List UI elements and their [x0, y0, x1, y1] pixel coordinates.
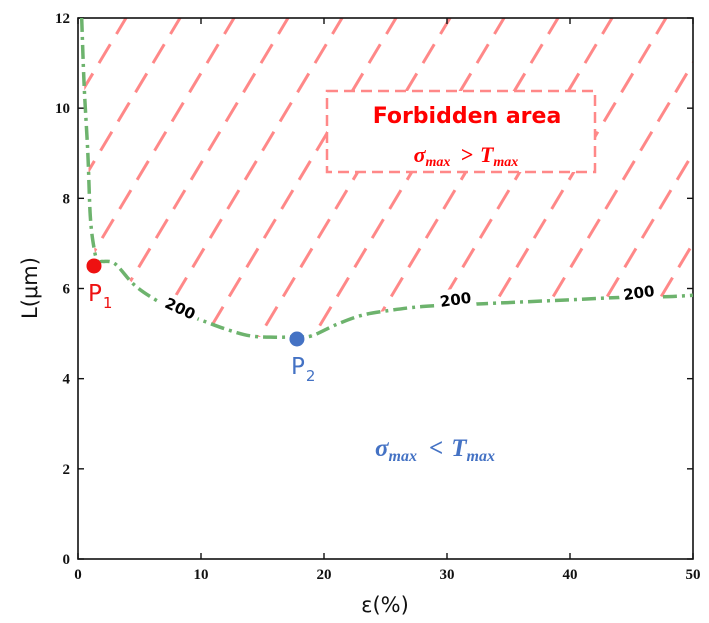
- contour-label: 200: [439, 289, 473, 311]
- hatch-line: [232, 18, 566, 338]
- hatch-line: [394, 18, 693, 338]
- hatch-line: [81, 18, 404, 338]
- x-axis-label: ε(%): [361, 593, 409, 617]
- x-tick-label: 10: [194, 567, 209, 583]
- hatch-line: [664, 18, 693, 338]
- point-label: P2: [291, 354, 315, 385]
- hatch-line: [124, 18, 458, 338]
- y-axis: 0 2 4 6 8 10 12: [55, 11, 693, 568]
- x-tick-label: 0: [74, 567, 82, 583]
- x-tick-label: 20: [317, 567, 332, 583]
- contour-label: 200: [622, 282, 656, 304]
- marked-points: P1 P2: [86, 258, 315, 385]
- y-tick-label: 12: [55, 11, 70, 27]
- contour-label-backdrop: [158, 290, 203, 326]
- hatch-line: [502, 18, 693, 338]
- y-axis-label: L(μm): [18, 257, 42, 319]
- hatch-line: [178, 18, 512, 338]
- contour-label-backdrop: [617, 279, 660, 305]
- contour-line-200: [79, 18, 693, 339]
- hatch-line: [610, 18, 693, 338]
- x-axis: 0 10 20 30 40 50: [74, 18, 701, 583]
- contour-labels: 200 200 200: [158, 279, 660, 326]
- hatch-line: [286, 18, 620, 338]
- point-p2: [289, 331, 305, 347]
- x-tick-label: 40: [563, 567, 578, 583]
- forbidden-condition: σmax > Tmax: [414, 142, 519, 170]
- y-tick-label: 8: [63, 191, 71, 207]
- hatch-line: [340, 18, 674, 338]
- forbidden-area-frame: [325, 89, 597, 174]
- allowed-condition: σmax < Tmax: [375, 435, 495, 465]
- y-tick-label: 0: [63, 552, 71, 568]
- y-tick-label: 4: [63, 372, 71, 388]
- point-p1: [86, 258, 102, 274]
- contour-label-backdrop: [434, 286, 477, 312]
- y-tick-label: 2: [63, 462, 71, 478]
- point-label: P1: [88, 281, 112, 312]
- hatch-line: [448, 18, 693, 338]
- forbidden-area-title: Forbidden area: [373, 104, 562, 129]
- hatch-line: [81, 18, 350, 338]
- x-tick-label: 50: [686, 567, 701, 583]
- hatch-line: [81, 18, 296, 338]
- y-tick-label: 10: [55, 101, 70, 117]
- x-tick-label: 30: [440, 567, 455, 583]
- y-tick-label: 6: [63, 282, 71, 298]
- forbidden-area-box: Forbidden area σmax > Tmax: [325, 89, 597, 174]
